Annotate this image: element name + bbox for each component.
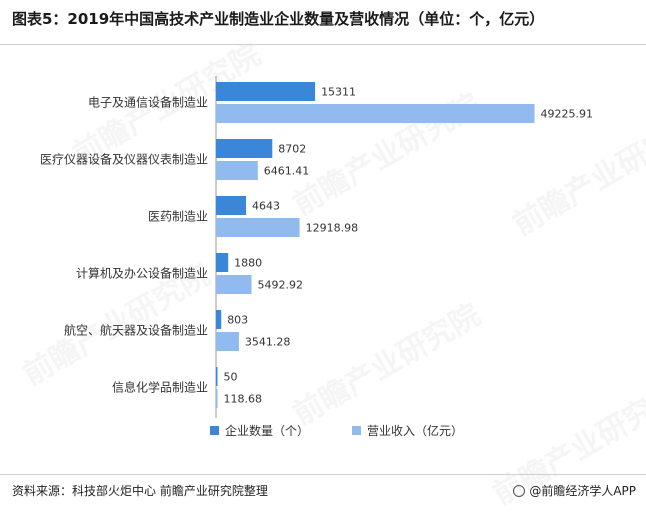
category-label: 医疗仪器设备及仪器仪表制造业 [40, 153, 208, 167]
legend-item-1: 企业数量（个） [210, 422, 309, 439]
data-label: 50 [224, 371, 238, 384]
data-label: 49225.91 [541, 108, 594, 121]
data-label: 6461.41 [264, 165, 310, 178]
bar-series-2 [216, 275, 252, 294]
bar-series-2 [216, 104, 535, 123]
legend-swatch-1 [210, 426, 219, 435]
source-note: 资料来源：科技部火炬中心 前瞻产业研究院整理 [12, 484, 268, 498]
brand: @前瞻经济学人APP [513, 482, 636, 499]
legend-label-2: 营业收入（亿元） [367, 424, 464, 438]
chart-title: 图表5：2019年中国高技术产业制造业企业数量及营收情况（单位：个，亿元） [12, 10, 545, 28]
brand-logo-icon [513, 484, 526, 497]
data-label: 5492.92 [258, 279, 304, 292]
bar-series-1 [216, 196, 247, 215]
bar-series-2 [216, 161, 258, 180]
data-label: 4643 [252, 200, 280, 213]
bar-chart: 电子及通信设备制造业 15311 49225.91 医疗仪器设备及仪器仪表制造业 870… [40, 76, 594, 418]
category-label: 医药制造业 [148, 210, 208, 224]
data-label: 15311 [321, 86, 356, 99]
footer-divider [0, 474, 646, 475]
data-label: 1880 [234, 257, 262, 270]
data-label: 12918.98 [306, 222, 359, 235]
bar-series-1 [216, 253, 229, 272]
bar-series-1 [216, 139, 273, 158]
legend-label-1: 企业数量（个） [225, 424, 310, 438]
data-label: 8702 [278, 143, 306, 156]
category-label: 电子及通信设备制造业 [88, 96, 208, 110]
bar-series-1 [216, 82, 316, 101]
legend-item-2: 营业收入（亿元） [352, 422, 463, 439]
category-label: 计算机及办公设备制造业 [76, 266, 208, 281]
bar-series-2 [216, 332, 239, 351]
data-label: 118.68 [224, 393, 263, 406]
category-label: 航空、航天器及设备制造业 [64, 323, 208, 338]
brand-label: @前瞻经济学人APP [529, 484, 636, 498]
bar-series-1 [216, 367, 218, 386]
bar-series-2 [216, 218, 300, 237]
data-label: 3541.28 [245, 336, 291, 349]
legend-swatch-2 [352, 426, 361, 435]
data-label: 803 [227, 314, 248, 327]
category-label: 信息化学品制造业 [112, 380, 208, 395]
bar-series-1 [216, 310, 222, 329]
title-divider [0, 44, 646, 45]
bar-series-2 [216, 389, 218, 408]
